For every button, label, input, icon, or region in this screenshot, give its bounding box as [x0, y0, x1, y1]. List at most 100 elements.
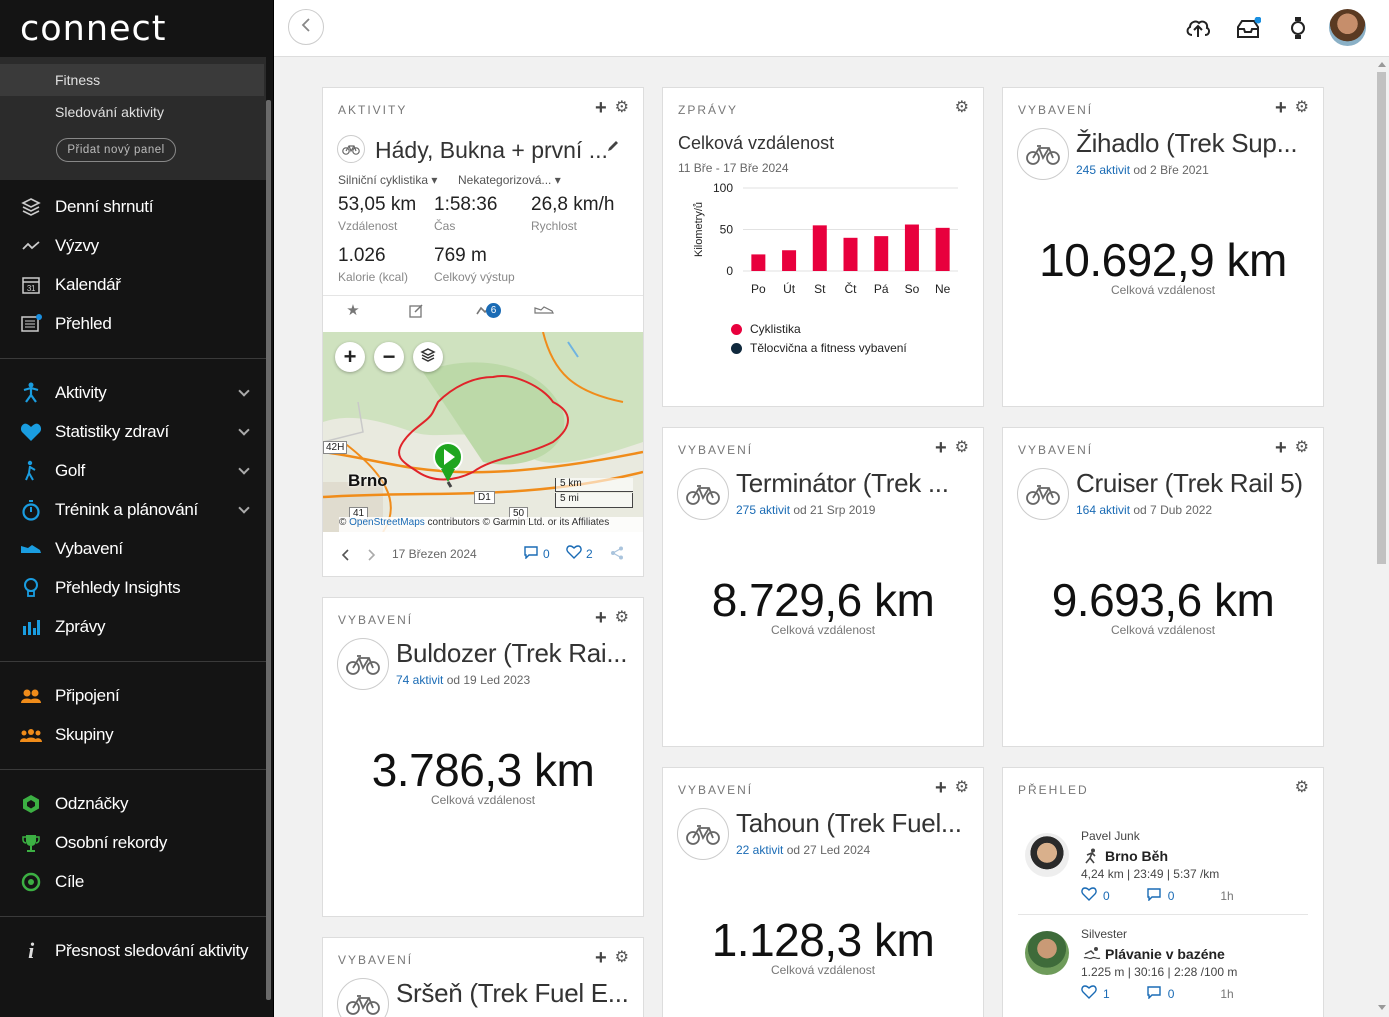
heart-outline-icon[interactable]	[1081, 985, 1097, 1002]
chevron-down-icon[interactable]	[238, 385, 250, 397]
likes-button[interactable]: 2	[566, 545, 593, 562]
nav-health-stats[interactable]: Statistiky zdraví	[0, 414, 266, 450]
feed-activity-name[interactable]: Plávanie v bazéne	[1105, 946, 1225, 962]
watch-icon[interactable]	[1284, 14, 1312, 42]
gear-icon[interactable]: ⚙	[614, 609, 629, 626]
gear-icon[interactable]: ⚙	[1294, 439, 1309, 456]
gear-icon[interactable]: ⚙	[614, 949, 629, 966]
card-title: PŘEHLED	[1018, 783, 1089, 797]
shoe-icon[interactable]	[529, 300, 559, 320]
scroll-up-arrow[interactable]	[1378, 62, 1386, 67]
add-icon[interactable]: +	[934, 777, 947, 799]
activity-category-select[interactable]: Nekategorizová... ▾	[458, 173, 561, 187]
gear-name[interactable]: Tahoun (Trek Fuel...	[736, 808, 962, 838]
nav-tracking-accuracy[interactable]: i Přesnost sledování aktivity	[0, 933, 266, 969]
gear-activity-count[interactable]: 245 aktivit	[1076, 163, 1131, 177]
scroll-thumb[interactable]	[1377, 72, 1386, 564]
comment-icon[interactable]	[1146, 887, 1162, 904]
share-icon[interactable]	[610, 546, 624, 565]
next-activity-button[interactable]	[368, 548, 376, 566]
inbox-icon[interactable]	[1234, 14, 1262, 42]
gear-name[interactable]: Terminátor (Trek ...	[736, 468, 949, 498]
nav-connections[interactable]: Připojení	[0, 678, 266, 714]
heart-outline-icon[interactable]	[1081, 887, 1097, 904]
gear-activity-count[interactable]: 275 aktivit	[736, 503, 791, 517]
main-scrollbar[interactable]	[1374, 60, 1389, 1017]
activity-map[interactable]: + − 42H Brno 41 D1 50 5 km 5 mi © OpenSt…	[323, 332, 643, 532]
zoom-in-button[interactable]: +	[335, 342, 365, 372]
comments-button[interactable]: 0	[523, 545, 550, 562]
connect-logo[interactable]: connect	[20, 9, 167, 49]
gear-icon[interactable]: ⚙	[1294, 779, 1309, 796]
nav-overview[interactable]: Přehled	[0, 306, 266, 342]
gear-subtitle: 74 aktivit od 19 Led 2023	[396, 673, 530, 687]
gear-icon[interactable]: ⚙	[954, 99, 969, 116]
activity-name[interactable]: Hády, Bukna + první ...	[375, 137, 608, 163]
gear-activity-count[interactable]: 74 aktivit	[396, 673, 444, 687]
add-icon[interactable]: +	[594, 607, 607, 629]
prev-activity-button[interactable]	[341, 548, 349, 566]
nav-personal-records[interactable]: Osobní rekordy	[0, 825, 266, 861]
gear-name[interactable]: Buldozer (Trek Rai...	[396, 638, 628, 668]
nav-groups[interactable]: Skupiny	[0, 717, 266, 753]
gear-activity-count[interactable]: 164 aktivit	[1076, 503, 1131, 517]
comment-icon[interactable]	[1146, 985, 1162, 1002]
add-icon[interactable]: +	[594, 97, 607, 119]
upload-icon[interactable]	[1184, 14, 1212, 42]
gear-icon[interactable]: ⚙	[614, 99, 629, 116]
nav-challenges[interactable]: Výzvy	[0, 228, 266, 264]
feed-user-name[interactable]: Silvester	[1081, 927, 1128, 941]
gear-name[interactable]: Sršeň (Trek Fuel E...	[396, 978, 629, 1008]
nav-activities[interactable]: Aktivity	[0, 375, 266, 411]
collapse-sidebar-button[interactable]	[288, 9, 324, 45]
note-icon[interactable]	[401, 300, 431, 320]
dashboard-fitness[interactable]: Fitness	[55, 72, 101, 88]
scroll-down-arrow[interactable]	[1378, 1005, 1386, 1010]
layers-button[interactable]	[413, 342, 443, 372]
nav-badges[interactable]: Odznáčky	[0, 786, 266, 822]
user-avatar[interactable]	[1329, 9, 1366, 46]
report-card: ZPRÁVY ⚙ Celková vzdálenost 11 Bře - 17 …	[662, 87, 984, 407]
report-title[interactable]: Celková vzdálenost	[678, 133, 835, 153]
nav-calendar[interactable]: 31 Kalendář	[0, 267, 266, 303]
nav-reports[interactable]: Zprávy	[0, 609, 266, 645]
nav-daily-summary[interactable]: Denní shrnutí	[0, 189, 266, 225]
gear-distance-label: Celková vzdálenost	[430, 793, 536, 807]
gear-icon[interactable]: ⚙	[954, 439, 969, 456]
avatar[interactable]	[1025, 833, 1069, 877]
add-icon[interactable]: +	[934, 437, 947, 459]
add-icon[interactable]: +	[1274, 437, 1287, 459]
nav-insights[interactable]: Přehledy Insights	[0, 570, 266, 606]
gear-activity-count[interactable]: 22 aktivit	[736, 843, 784, 857]
sidebar-scrollbar[interactable]	[266, 100, 271, 1000]
star-icon[interactable]: ★	[346, 302, 360, 319]
chevron-down-icon[interactable]	[238, 463, 250, 475]
legend-label: Tělocvična a fitness vybavení	[750, 341, 907, 355]
zoom-out-button[interactable]: −	[374, 342, 404, 372]
gear-name[interactable]: Cruiser (Trek Rail 5)	[1076, 468, 1303, 498]
chevron-down-icon[interactable]	[238, 424, 250, 436]
chevron-down-icon[interactable]	[238, 502, 250, 514]
avatar[interactable]	[1025, 931, 1069, 975]
add-panel-button[interactable]: Přidat nový panel	[56, 138, 176, 162]
nav-golf[interactable]: Golf	[0, 453, 266, 489]
edit-pencil-icon[interactable]	[606, 139, 620, 158]
dashboard-activity-tracking[interactable]: Sledování aktivity	[55, 104, 164, 120]
card-title: VYBAVENÍ	[1018, 103, 1094, 117]
add-icon[interactable]: +	[1274, 97, 1287, 119]
bar-So	[904, 224, 919, 271]
feed-user-name[interactable]: Pavel Junk	[1081, 829, 1140, 843]
nav-label: Odznáčky	[55, 794, 129, 813]
nav-gear[interactable]: Vybavení	[0, 531, 266, 567]
gear-icon[interactable]: ⚙	[954, 779, 969, 796]
nav-goals[interactable]: Cíle	[0, 864, 266, 900]
dashboard-fitness-row[interactable]	[0, 64, 264, 96]
activity-type-select[interactable]: Silniční cyklistika ▾	[338, 173, 438, 187]
gear-icon[interactable]: ⚙	[1294, 99, 1309, 116]
gear-name[interactable]: Žihadlo (Trek Sup...	[1076, 128, 1298, 158]
card-actions: + ⚙	[594, 607, 629, 629]
openstreetmap-link[interactable]: OpenStreetMaps	[349, 517, 425, 528]
add-icon[interactable]: +	[594, 947, 607, 969]
nav-training[interactable]: Trénink a plánování	[0, 492, 266, 528]
feed-activity-name[interactable]: Brno Běh	[1105, 848, 1168, 864]
